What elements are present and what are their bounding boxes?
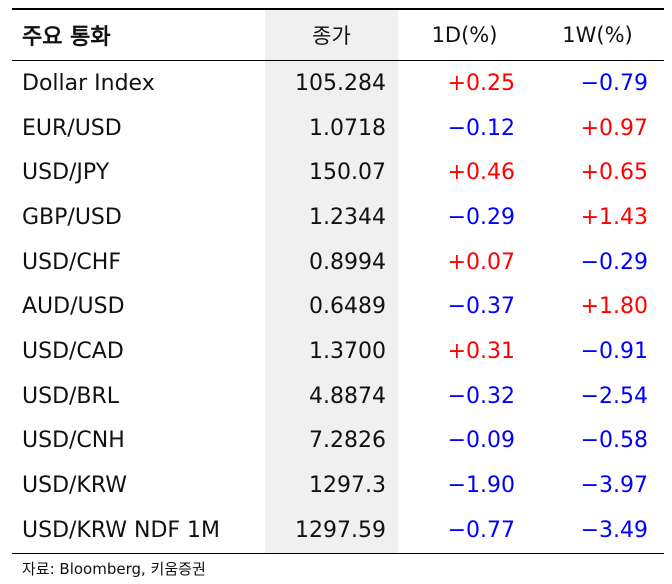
table-row: GBP/USD 1.2344 −0.29 +1.43 — [12, 195, 664, 240]
change-1w-cell: +0.97 — [580, 115, 648, 141]
change-1w-cell: −0.79 — [580, 70, 648, 96]
change-1w-cell: −0.29 — [580, 249, 648, 275]
currency-name-cell: USD/CNH — [22, 428, 125, 454]
currency-name-cell: AUD/USD — [22, 294, 125, 320]
header-close: 종가 — [265, 9, 398, 61]
change-1d-cell: −1.90 — [447, 473, 515, 499]
currency-name-cell: USD/KRW — [22, 473, 127, 499]
close-price-cell: 7.2826 — [265, 418, 398, 464]
change-1w-cell: −2.54 — [580, 383, 648, 409]
change-1d-cell: −0.12 — [447, 115, 515, 141]
fx-table: 주요 통화 종가 1D(%) 1W(%) Dollar Index 105.284… — [12, 8, 664, 554]
change-1w-cell: −3.49 — [580, 517, 648, 543]
header-currency: 주요 통화 — [22, 25, 111, 50]
close-price-cell: 4.8874 — [265, 373, 398, 419]
close-price-cell: 1.0718 — [265, 105, 398, 151]
change-1d-cell: −0.29 — [447, 204, 515, 230]
table-header-row: 주요 통화 종가 1D(%) 1W(%) — [12, 9, 664, 61]
change-1d-cell: −0.37 — [447, 294, 515, 320]
table-row: Dollar Index 105.284 +0.25 −0.79 — [12, 60, 664, 106]
close-price-cell: 0.6489 — [265, 284, 398, 330]
table-row: USD/KRW NDF 1M 1297.59 −0.77 −3.49 — [12, 507, 664, 554]
change-1w-cell: −3.97 — [580, 473, 648, 499]
close-price-cell: 105.284 — [265, 60, 398, 106]
table-row: USD/BRL 4.8874 −0.32 −2.54 — [12, 373, 664, 419]
change-1w-cell: −0.91 — [580, 338, 648, 364]
table-row: USD/CHF 0.8994 +0.07 −0.29 — [12, 239, 664, 285]
change-1d-cell: +0.46 — [447, 160, 515, 186]
currency-name-cell: USD/CHF — [22, 249, 121, 275]
currency-name-cell: USD/JPY — [22, 160, 110, 186]
header-1d: 1D(%) — [431, 23, 498, 47]
change-1d-cell: −0.09 — [447, 428, 515, 454]
change-1w-cell: +1.80 — [580, 294, 648, 320]
header-1w: 1W(%) — [562, 23, 633, 47]
currency-name-cell: EUR/USD — [22, 115, 122, 141]
table-row: EUR/USD 1.0718 −0.12 +0.97 — [12, 105, 664, 151]
change-1w-cell: −0.58 — [580, 428, 648, 454]
change-1w-cell: +0.65 — [580, 160, 648, 186]
close-price-cell: 1297.3 — [265, 463, 398, 508]
change-1d-cell: −0.32 — [447, 383, 515, 409]
close-price-cell: 1.3700 — [265, 329, 398, 374]
close-price-cell: 0.8994 — [265, 239, 398, 285]
currency-name-cell: GBP/USD — [22, 204, 122, 230]
fx-table-container: 주요 통화 종가 1D(%) 1W(%) Dollar Index 105.284… — [12, 8, 664, 579]
table-row: USD/CAD 1.3700 +0.31 −0.91 — [12, 329, 664, 374]
currency-name-cell: USD/KRW NDF 1M — [22, 517, 221, 543]
close-price-cell: 1.2344 — [265, 195, 398, 240]
change-1d-cell: +0.31 — [447, 338, 515, 364]
close-price-cell: 150.07 — [265, 150, 398, 196]
currency-name-cell: USD/BRL — [22, 383, 120, 409]
change-1w-cell: +1.43 — [580, 204, 648, 230]
currency-name-cell: Dollar Index — [22, 70, 155, 96]
change-1d-cell: +0.25 — [447, 70, 515, 96]
table-row: USD/JPY 150.07 +0.46 +0.65 — [12, 150, 664, 196]
change-1d-cell: +0.07 — [447, 249, 515, 275]
currency-name-cell: USD/CAD — [22, 338, 124, 364]
table-row: USD/KRW 1297.3 −1.90 −3.97 — [12, 463, 664, 508]
table-row: AUD/USD 0.6489 −0.37 +1.80 — [12, 284, 664, 330]
table-row: USD/CNH 7.2826 −0.09 −0.58 — [12, 418, 664, 464]
close-price-cell: 1297.59 — [265, 507, 398, 554]
source-note: 자료: Bloomberg, 키움증권 — [22, 559, 206, 578]
change-1d-cell: −0.77 — [447, 517, 515, 543]
